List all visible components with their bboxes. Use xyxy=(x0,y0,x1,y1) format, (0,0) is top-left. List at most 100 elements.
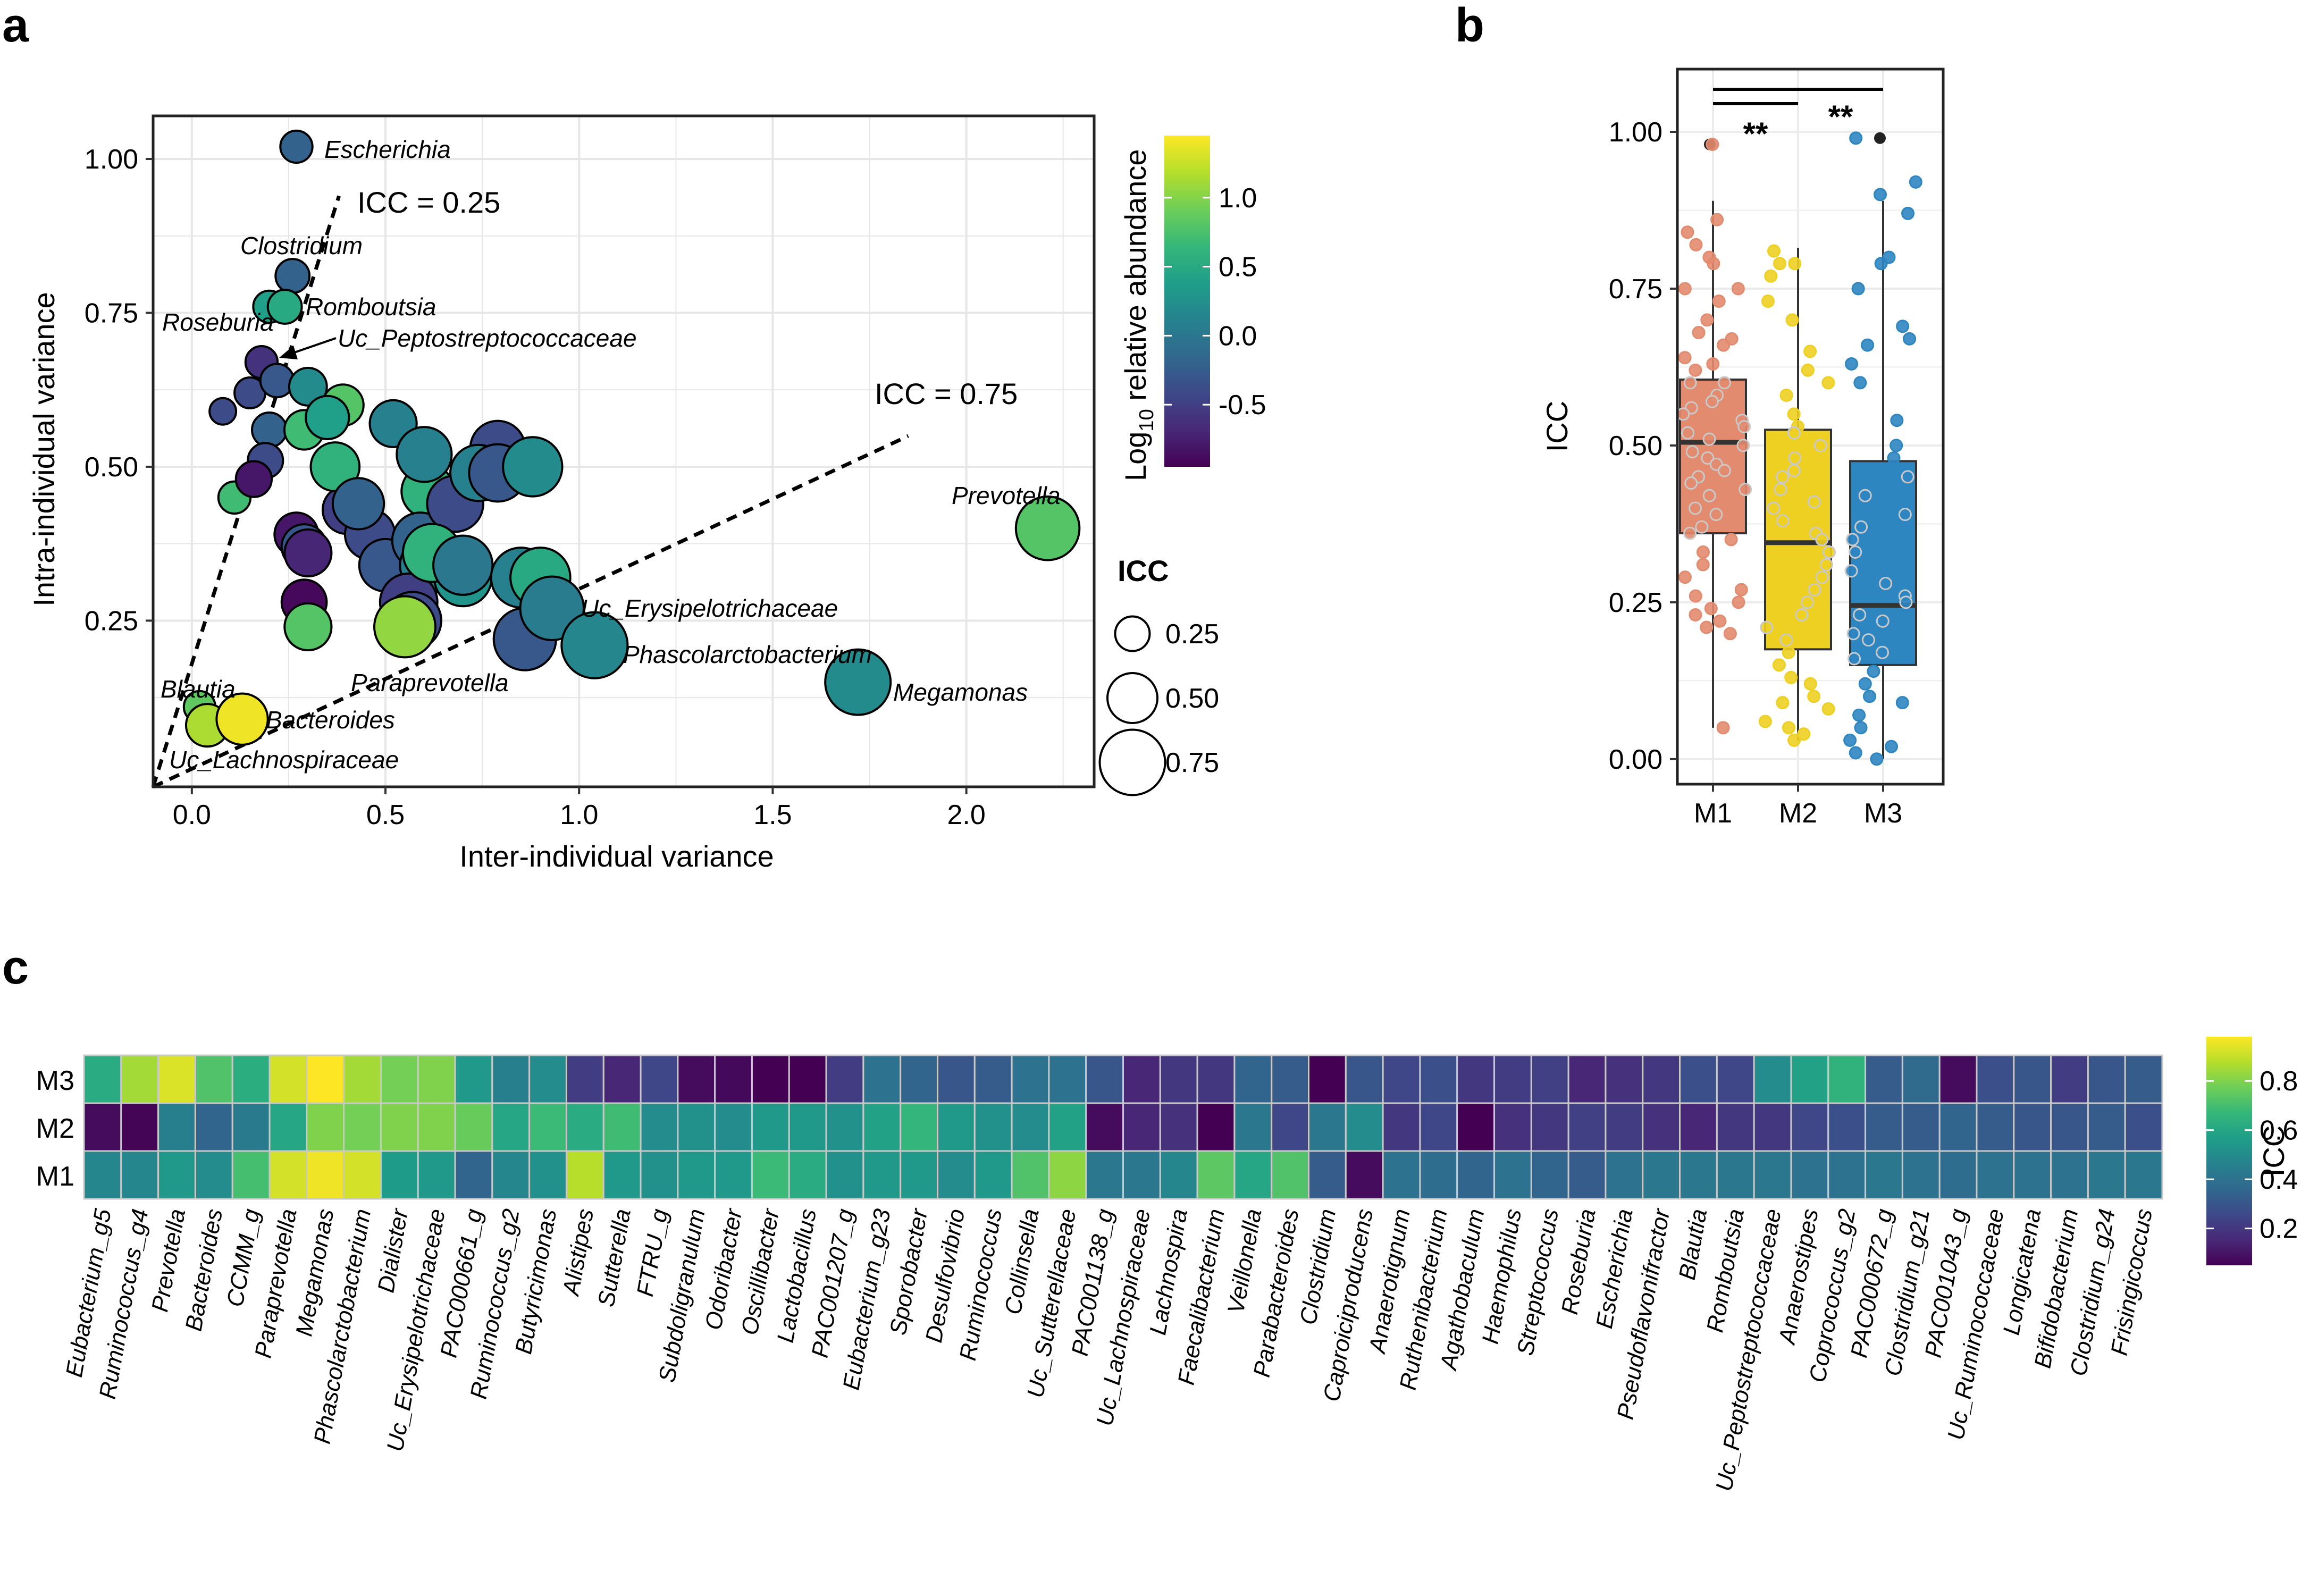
jitter-point-m2 xyxy=(1776,470,1790,484)
genus-label-megamonas: Megamonas xyxy=(893,678,1028,706)
heatmap-cell xyxy=(2013,1054,2052,1104)
heatmap-cell xyxy=(1901,1150,1941,1200)
heatmap-cell xyxy=(157,1102,196,1152)
scatter-x-ticks: 0.0 0.5 1.0 1.5 2.0 xyxy=(173,787,986,830)
size-legend-label: 0.50 xyxy=(1165,683,1219,714)
jitter-point-m1 xyxy=(1712,295,1726,308)
jitter-point-m3 xyxy=(1870,752,1884,766)
heatmap-cell xyxy=(2050,1150,2089,1200)
jitter-point-m3 xyxy=(1843,733,1857,747)
jitter-point-m2 xyxy=(1803,677,1817,691)
heatmap-cell xyxy=(1419,1054,1458,1104)
abundance-color-legend: Log10 relative abundance -0.5 0.0 0.5 1.0 xyxy=(1119,136,1266,481)
size-legend-circle xyxy=(1098,728,1166,796)
heatmap-cell xyxy=(83,1150,122,1200)
scatter-y-axis-title: Intra-individual variance xyxy=(27,292,61,606)
scatter-point-escherichia xyxy=(279,129,314,164)
scatter-point xyxy=(283,602,333,652)
jitter-point-m1 xyxy=(1689,608,1702,621)
heatmap-cell xyxy=(417,1054,456,1104)
box-y-axis-title: ICC xyxy=(1540,401,1574,452)
heatmap-row-label-m2: M2 xyxy=(36,1113,74,1144)
heatmap-cell xyxy=(268,1150,308,1200)
jitter-point-m1 xyxy=(1710,213,1724,226)
jitter-point-m1 xyxy=(1685,445,1699,459)
heatmap-cell xyxy=(2087,1102,2126,1152)
heatmap-cell xyxy=(1271,1102,1310,1152)
jitter-point-m2 xyxy=(1787,733,1801,747)
heatmap-cell xyxy=(194,1054,233,1104)
heatmap-cell xyxy=(1011,1054,1050,1104)
scatter-y-ticks: 0.25 0.50 0.75 1.00 xyxy=(85,144,153,636)
jitter-point-m2 xyxy=(1760,620,1774,634)
heatmap-cell xyxy=(1456,1102,1496,1152)
heatmap-cell xyxy=(1493,1054,1532,1104)
heatmap-cell xyxy=(417,1150,456,1200)
jitter-point-m2 xyxy=(1784,670,1798,684)
heatmap-cell xyxy=(1085,1102,1124,1152)
heatmap-cell xyxy=(1233,1102,1273,1152)
heatmap-cell xyxy=(1679,1054,1718,1104)
heatmap-cell xyxy=(1085,1054,1124,1104)
scatter-genus-labels: ICC = 0.25 ICC = 0.75 Escherichia Clostridi… xyxy=(161,136,1061,774)
sig-label-m1-m3: ** xyxy=(1828,99,1853,135)
jitter-point-m1 xyxy=(1736,439,1750,452)
jitter-point-m2 xyxy=(1767,244,1781,258)
jitter-point-m3 xyxy=(1853,608,1867,621)
genus-label-uc_peptostreptococcaceae: Uc_Peptostreptococcaceae xyxy=(338,324,637,352)
heatmap-cell xyxy=(1122,1150,1161,1200)
jitter-point-m2 xyxy=(1813,439,1827,452)
jitter-point-m2 xyxy=(1774,482,1787,496)
heatmap-cell xyxy=(1605,1054,1644,1104)
jitter-point-m2 xyxy=(1807,690,1821,703)
heatmap-cell xyxy=(1308,1102,1347,1152)
scatter-point-bacteroides xyxy=(215,692,269,746)
heatmap-cell xyxy=(231,1102,271,1152)
genus-label-romboutsia: Romboutsia xyxy=(306,293,436,321)
jitter-point-m3 xyxy=(1854,520,1868,534)
jitter-point-m3 xyxy=(1852,708,1866,722)
significance-brackets: ** ** xyxy=(1713,88,1883,152)
heatmap-cell xyxy=(1901,1102,1941,1152)
heatmap-cell xyxy=(825,1054,864,1104)
jitter-point-m1 xyxy=(1702,432,1716,446)
box-y-tick-label: 0.50 xyxy=(1609,431,1662,461)
abundance-colorbar-ticks: -0.5 0.0 0.5 1.0 xyxy=(1164,183,1266,421)
scatter-point xyxy=(283,528,333,578)
x-tick-label: 1.5 xyxy=(753,800,792,830)
genus-label-escherichia: Escherichia xyxy=(324,136,451,163)
heatmap-cell xyxy=(1938,1150,1978,1200)
jitter-point-m3 xyxy=(1889,439,1903,452)
heatmap-cell xyxy=(306,1102,345,1152)
jitter-point-m1 xyxy=(1676,407,1690,421)
genus-label-paraprevotella: Paraprevotella xyxy=(351,669,509,696)
jitter-point-m1 xyxy=(1717,338,1731,352)
heatmap-cell xyxy=(1901,1054,1941,1104)
scatter-point xyxy=(396,426,453,483)
heatmap-cell xyxy=(2124,1102,2163,1152)
genus-label-uc_lachnospiraceae: Uc_Lachnospiraceae xyxy=(169,746,399,774)
genus-label-roseburia: Roseburia xyxy=(162,308,274,336)
jitter-point-m1 xyxy=(1678,282,1692,296)
scatter-points xyxy=(182,129,1081,748)
jitter-point-m1 xyxy=(1734,583,1748,597)
jitter-point-m2 xyxy=(1787,407,1801,421)
jitter-point-m1 xyxy=(1723,627,1737,641)
heatmap-cell xyxy=(268,1102,308,1152)
scatter-point-clostridium xyxy=(274,258,311,294)
jitter-point-m1 xyxy=(1689,501,1702,515)
heatmap-cell xyxy=(677,1102,716,1152)
heatmap-cell xyxy=(1642,1150,1681,1200)
heatmap-cell xyxy=(454,1102,493,1152)
heatmap-cell xyxy=(454,1150,493,1200)
heatmap-cell xyxy=(751,1054,790,1104)
jitter-point-m3 xyxy=(1899,595,1913,609)
heatmap-cell xyxy=(1865,1102,1903,1152)
heatmap-cell xyxy=(306,1150,345,1200)
heatmap-cell xyxy=(602,1150,642,1200)
heatmap-cell xyxy=(120,1054,159,1104)
jitter-point-m1 xyxy=(1707,257,1720,271)
heatmap-cell xyxy=(491,1102,531,1152)
heatmap-cell xyxy=(1271,1054,1310,1104)
